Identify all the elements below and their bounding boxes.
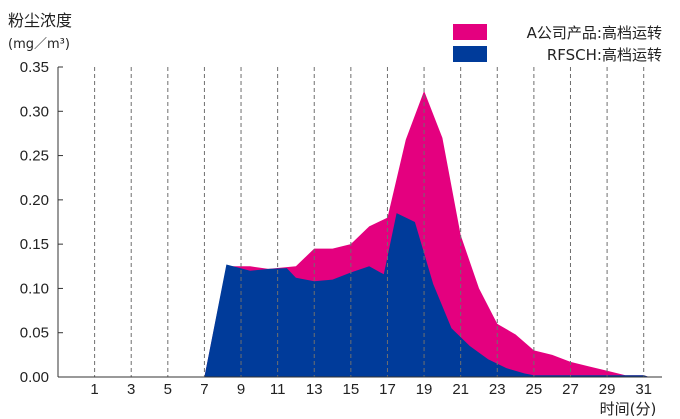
x-tick-label: 5 [164, 381, 172, 398]
x-tick-label: 11 [270, 381, 286, 398]
x-tick-label: 23 [489, 381, 506, 398]
y-tick-label: 0.15 [20, 236, 49, 253]
x-tick-label: 15 [343, 381, 360, 398]
x-tick-label: 29 [599, 381, 616, 398]
y-tick-label: 0.10 [20, 280, 49, 297]
x-tick-labels: 1 3 5 7 9 11 13 15 17 19 21 23 25 27 29 31 [90, 381, 652, 398]
legend: A公司产品:高档运转 RFSCH:高档运转 [453, 24, 662, 64]
x-tick-label: 13 [306, 381, 323, 398]
x-tick-label: 7 [200, 381, 208, 398]
y-tick-label: 0.20 [20, 192, 49, 209]
vertical-grid [94, 67, 645, 377]
y-tick-label: 0.05 [20, 325, 49, 342]
legend-label-rfsch: RFSCH:高档运转 [547, 46, 662, 64]
area-series-layer [58, 90, 650, 378]
y-tick-label: 0.00 [20, 369, 49, 386]
y-tick-label: 0.25 [20, 148, 49, 165]
x-tick-label: 9 [237, 381, 245, 398]
x-axis-label: 时间(分) [600, 400, 657, 418]
x-tick-label: 3 [127, 381, 135, 398]
y-axis-label: 粉尘浓度 [8, 11, 72, 30]
y-axis-unit: (mg／m³) [8, 37, 70, 52]
x-tick-label: 17 [379, 381, 396, 398]
y-tick-label: 0.30 [20, 103, 49, 120]
x-tick-label: 19 [416, 381, 433, 398]
legend-label-a: A公司产品:高档运转 [527, 24, 662, 42]
axes [57, 67, 662, 378]
x-tick-label: 25 [526, 381, 543, 398]
legend-swatch-rfsch [453, 46, 487, 62]
y-tick-label: 0.35 [20, 59, 49, 76]
y-tick-labels: 0.00 0.05 0.10 0.15 0.20 0.25 0.30 0.35 [20, 59, 63, 386]
area-series-1 [58, 213, 650, 377]
legend-swatch-a [453, 24, 487, 40]
x-tick-label: 1 [90, 381, 98, 398]
x-tick-label: 21 [452, 381, 469, 398]
x-tick-label: 31 [635, 381, 652, 398]
x-tick-label: 27 [562, 381, 579, 398]
